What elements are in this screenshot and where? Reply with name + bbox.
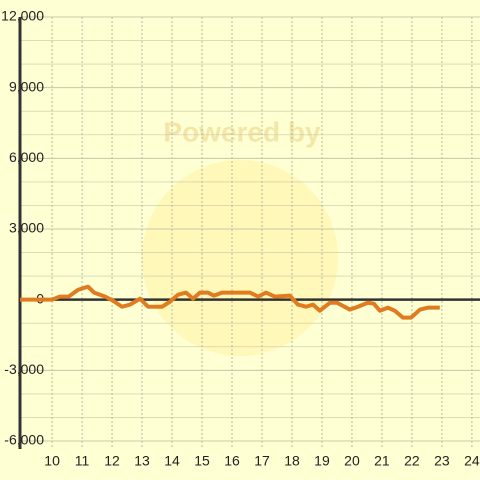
x-tick-label: 11 [75,453,90,469]
x-tick-label: 19 [314,453,330,469]
x-tick-label: 10 [44,453,60,469]
y-tick-label: 12,000 [1,8,44,24]
x-tick-label: 24 [464,453,480,469]
x-tick-label: 20 [344,453,360,469]
x-tick-label: 14 [164,453,180,469]
x-tick-label: 23 [434,453,450,469]
data-line [20,284,440,320]
watermark-logo [142,160,338,356]
y-tick-label: -6,000 [4,432,44,448]
x-tick-label: 22 [404,453,420,469]
y-tick-label: 9,000 [9,78,44,94]
x-tick-label: 17 [254,453,270,469]
y-tick-label: -3,000 [4,361,44,377]
x-tick-label: 21 [374,453,390,469]
y-tick-label: 6,000 [9,149,44,165]
y-tick-label: 3,000 [9,220,44,236]
x-tick-label: 18 [284,453,300,469]
x-tick-label: 16 [224,453,240,469]
x-tick-label: 15 [194,453,210,469]
x-tick-label: 12 [104,453,120,469]
x-tick-label: 13 [134,453,150,469]
watermark: Powered by [163,116,321,147]
